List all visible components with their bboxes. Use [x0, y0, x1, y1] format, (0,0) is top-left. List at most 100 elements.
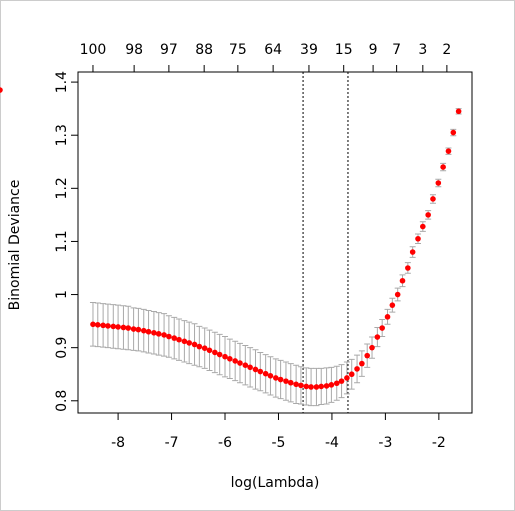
point	[242, 362, 249, 368]
top-tick-label: 15	[335, 42, 353, 58]
point	[333, 380, 340, 387]
point	[237, 360, 243, 366]
point	[313, 384, 320, 390]
point	[257, 368, 264, 375]
point	[425, 212, 431, 218]
x-tick-label: -3	[378, 435, 392, 451]
top-tick-label: 64	[264, 42, 282, 58]
point	[384, 314, 391, 320]
y-tick-label: 1	[54, 290, 70, 299]
point	[277, 376, 284, 383]
point	[389, 302, 396, 308]
y-tick-label: 0.8	[54, 390, 70, 412]
point	[405, 265, 411, 271]
top-tick-label: 75	[229, 42, 247, 58]
y-tick-label: 1.1	[54, 230, 70, 252]
point	[186, 340, 192, 346]
point	[206, 347, 213, 354]
point	[110, 323, 117, 330]
point	[379, 325, 385, 331]
point	[252, 366, 259, 373]
point	[125, 325, 132, 331]
point	[308, 384, 314, 390]
y-tick-label: 0.9	[54, 337, 70, 359]
point	[450, 129, 457, 136]
top-tick-label: 2	[442, 42, 451, 58]
point	[145, 328, 152, 335]
top-tick-label: 3	[418, 42, 427, 58]
point	[166, 333, 172, 340]
point	[293, 381, 299, 388]
point	[455, 108, 462, 115]
point	[196, 343, 203, 350]
point	[161, 332, 167, 338]
point	[105, 323, 111, 329]
point	[0, 87, 3, 93]
point	[354, 366, 360, 372]
x-tick-label: -6	[218, 435, 232, 451]
point	[212, 349, 218, 356]
top-tick-label: 7	[392, 42, 401, 58]
point	[283, 378, 289, 384]
point	[94, 322, 101, 328]
point	[435, 180, 442, 186]
top-tick-label: 88	[195, 42, 213, 58]
point	[216, 351, 223, 358]
point	[262, 370, 269, 377]
y-tick-label: 1.3	[54, 124, 70, 146]
x-tick-label: -8	[111, 435, 125, 451]
point	[318, 383, 325, 390]
point	[409, 249, 416, 255]
top-tick-label: 39	[300, 42, 318, 58]
point	[369, 344, 375, 351]
point	[440, 164, 446, 170]
point	[140, 327, 147, 334]
point	[430, 196, 436, 202]
point	[298, 382, 304, 389]
point	[201, 345, 208, 351]
x-tick-label: -7	[165, 435, 179, 451]
point	[120, 324, 127, 331]
point	[287, 379, 294, 386]
point	[359, 360, 365, 367]
point	[135, 326, 142, 333]
point	[227, 356, 233, 362]
point	[232, 358, 238, 364]
point	[100, 322, 106, 329]
y-tick-label: 1.2	[54, 177, 70, 199]
point	[273, 375, 279, 381]
top-tick-label: 98	[125, 42, 143, 58]
y-tick-label: 1.4	[54, 71, 70, 93]
y-axis-label: Binomial Deviance	[7, 180, 23, 311]
point	[171, 335, 178, 341]
point	[176, 336, 182, 343]
x-tick-label: -2	[432, 435, 446, 451]
point	[115, 324, 121, 330]
point	[344, 375, 350, 381]
top-tick-label: 9	[369, 42, 378, 58]
point	[420, 223, 426, 230]
point	[445, 148, 452, 154]
point	[338, 378, 345, 384]
point	[267, 373, 274, 379]
plot-box	[77, 71, 473, 414]
top-tick-label: 100	[80, 42, 107, 58]
x-tick-label: -5	[271, 435, 285, 451]
point	[328, 382, 335, 388]
point	[415, 235, 421, 242]
point	[394, 291, 401, 298]
point	[90, 321, 96, 328]
point	[181, 338, 188, 345]
point	[374, 334, 381, 340]
point	[303, 383, 310, 390]
x-axis-label: log(Lambda)	[231, 475, 320, 491]
x-tick-label: -4	[325, 435, 339, 451]
point	[247, 364, 253, 371]
point	[191, 341, 198, 348]
point	[222, 353, 228, 360]
top-tick-label: 97	[160, 42, 178, 58]
point	[364, 352, 371, 359]
point	[348, 371, 355, 378]
